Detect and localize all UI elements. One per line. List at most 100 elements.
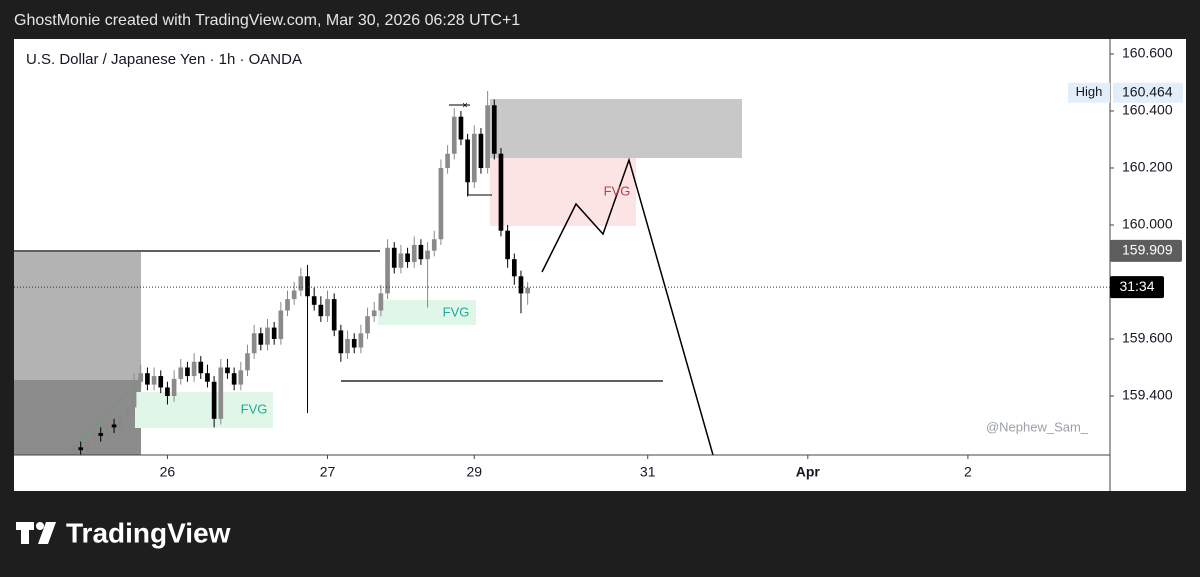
marker-name-bg <box>1068 82 1110 103</box>
y-tick-label: 160.600 <box>1122 45 1173 61</box>
logo-mark <box>36 522 44 530</box>
fvg-zone <box>135 392 273 428</box>
candle-body <box>198 361 204 374</box>
watermark: @Nephew_Sam_ <box>986 419 1089 434</box>
candle-body <box>458 116 464 140</box>
candle-body <box>365 316 370 334</box>
candle-body <box>451 116 457 154</box>
candle-body <box>405 253 410 263</box>
candle-body <box>438 167 444 240</box>
zone <box>14 252 141 380</box>
y-tick-label: 159.600 <box>1122 330 1173 346</box>
candle-body <box>298 276 304 291</box>
candle-body <box>71 447 77 454</box>
header: GhostMonie created with TradingView.com,… <box>14 12 520 29</box>
candle-body <box>191 361 197 377</box>
candle-body <box>498 153 504 231</box>
candle-body <box>78 447 84 451</box>
candle-body <box>345 338 350 354</box>
candles <box>65 91 530 455</box>
fvg-label: FVG <box>443 304 470 319</box>
fvg-zone <box>490 158 636 226</box>
logo-mark <box>38 522 56 544</box>
supply-zone <box>490 99 742 158</box>
marker-name: High <box>1076 84 1103 99</box>
x-tick-label: 2 <box>964 464 972 480</box>
candle-body <box>331 299 337 331</box>
candle-body <box>291 290 297 300</box>
candle-body <box>511 259 517 277</box>
candle-body <box>98 433 104 436</box>
logo: TradingView <box>16 517 231 548</box>
candle-body <box>211 381 217 419</box>
chart-title: U.S. Dollar / Japanese Yen · 1h · OANDA <box>26 51 302 68</box>
candle-body <box>385 247 390 294</box>
candle-body <box>371 310 377 317</box>
x-tick-label: 29 <box>466 464 482 480</box>
candle-body <box>318 304 324 317</box>
candle-body <box>398 253 404 268</box>
y-tick-label: 160.000 <box>1122 216 1173 232</box>
candle-body <box>465 139 470 183</box>
countdown: 31:34 <box>1119 278 1154 294</box>
candle-body <box>85 438 90 451</box>
candle-body <box>138 373 144 382</box>
countdown-tag <box>1110 276 1164 299</box>
x-mark: × <box>462 101 468 112</box>
candle-body <box>158 376 164 388</box>
candle-body <box>65 453 70 455</box>
candle-body <box>411 244 417 263</box>
brand: TradingView <box>66 517 231 548</box>
candle-body <box>218 367 224 419</box>
x-tick-label: Apr <box>796 464 821 480</box>
candle-body <box>391 247 397 268</box>
candle-body <box>245 353 250 371</box>
candle-body <box>171 378 177 396</box>
candle-body <box>378 293 384 311</box>
price-tag-label: 159.909 <box>1122 242 1173 258</box>
candle-body <box>351 338 357 348</box>
candle-body <box>338 330 344 354</box>
candle-body <box>178 367 184 379</box>
candle-body <box>125 407 130 416</box>
candle-body <box>305 276 310 297</box>
candle-body <box>425 250 430 260</box>
candle-body <box>151 376 157 385</box>
candle-body <box>131 381 137 408</box>
drawings: × FVG FVG FVG <box>14 99 742 455</box>
candle-body <box>445 153 450 168</box>
projection <box>541 157 714 455</box>
candle-body <box>271 327 277 339</box>
candle-body <box>231 373 237 385</box>
candle-body <box>111 424 117 428</box>
candle-body <box>418 244 424 260</box>
candle-body <box>118 415 124 428</box>
x-tick-label: 31 <box>640 464 656 480</box>
price-tag <box>1113 82 1183 103</box>
fvg-zone <box>378 300 476 325</box>
y-tick-label: 160.200 <box>1122 159 1173 175</box>
candle-body <box>485 105 490 168</box>
candle-body <box>525 287 530 294</box>
candle-body <box>238 370 244 385</box>
candle-body <box>505 230 510 260</box>
candle-body <box>491 105 497 154</box>
candle-body <box>431 239 437 251</box>
candle-body <box>105 424 110 436</box>
candle-body <box>225 367 230 374</box>
candle-body <box>478 133 484 168</box>
x-tick-label: 26 <box>160 464 176 480</box>
candle-body <box>471 133 477 183</box>
candle-body <box>91 433 97 439</box>
candle-body <box>311 296 317 305</box>
candle-body <box>251 333 257 354</box>
candle-body <box>205 373 210 382</box>
y-tick-label: 159.400 <box>1122 387 1173 403</box>
x-tick-label: 27 <box>320 464 336 480</box>
candle-body <box>278 310 284 339</box>
candle-body <box>325 299 330 317</box>
candle-body <box>518 276 524 294</box>
fvg-label: FVG <box>241 401 268 416</box>
